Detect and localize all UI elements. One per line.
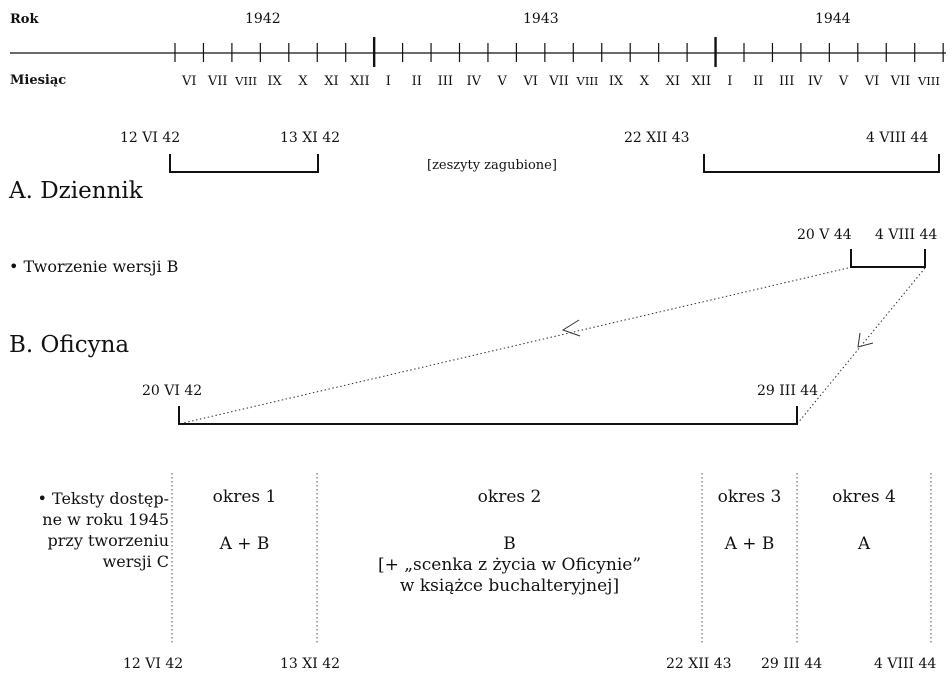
month-label: III — [438, 74, 453, 89]
boundary-date-5: 4 VIII 44 — [874, 656, 937, 672]
month-label: II — [753, 74, 763, 89]
period-4-title: okres 4 — [832, 487, 896, 507]
period-4-content: A — [797, 534, 931, 555]
period-2-content: B [+ „scenka z życia w Oficynie” w książ… — [317, 534, 702, 597]
period-1-content: A + B — [172, 534, 317, 555]
availability-label-line: przy tworzeniu — [47, 531, 169, 550]
year-1944: 1944 — [815, 11, 851, 27]
boundary-date-3: 22 XII 43 — [666, 656, 732, 672]
month-label: X — [640, 74, 650, 89]
boundary-date-4: 29 III 44 — [761, 656, 823, 672]
boundary-date-2: 13 XI 42 — [280, 656, 341, 672]
month-label: XI — [666, 74, 680, 89]
dziennik-range-1-bracket — [169, 154, 319, 173]
month-label: I — [727, 74, 732, 89]
period-1-title: okres 1 — [212, 487, 277, 507]
period-3-content: A + B — [702, 534, 797, 555]
dziennik-range-1-end: 13 XI 42 — [280, 130, 341, 146]
section-b-heading: B. Oficyna — [9, 332, 130, 358]
arrow-head-right — [857, 332, 874, 348]
month-label: VII — [890, 74, 911, 89]
month-label: VI — [181, 74, 197, 89]
year-1943: 1943 — [523, 11, 559, 27]
period-content-line: [+ „scenka z życia w Oficynie” — [377, 555, 642, 575]
month-label: V — [838, 74, 849, 89]
lost-notebooks-note: [zeszyty zagubione] — [427, 158, 557, 173]
oficyna-range-end: 29 III 44 — [757, 383, 819, 399]
month-label: XI — [324, 74, 338, 89]
month-label: II — [412, 74, 422, 89]
month-label: IV — [466, 74, 481, 89]
month-label: VIII — [576, 74, 599, 88]
month-label: VI — [864, 74, 880, 89]
availability-label-line: ne w roku 1945 — [42, 510, 169, 529]
period-3-title: okres 3 — [717, 487, 782, 507]
period-content-line: A + B — [219, 534, 270, 554]
month-label: IV — [808, 74, 823, 89]
dziennik-range-2-bracket — [703, 154, 940, 173]
month-label: V — [496, 74, 507, 89]
dziennik-range-1-start: 12 VI 42 — [120, 130, 181, 146]
month-label: XII — [350, 74, 370, 89]
year-axis-label: Rok — [10, 12, 39, 27]
creation-b-start: 20 V 44 — [797, 227, 852, 243]
period-content-line: B — [503, 534, 516, 554]
period-content-line: A — [857, 534, 871, 554]
oficyna-range-bracket — [178, 406, 798, 425]
year-1942: 1942 — [245, 11, 281, 27]
period-content-line: A + B — [724, 534, 775, 554]
month-label: I — [386, 74, 391, 89]
dziennik-range-2-start: 22 XII 43 — [624, 130, 690, 146]
month-label: XII — [692, 74, 712, 89]
month-label: IX — [609, 74, 624, 89]
month-label: VIII — [234, 74, 257, 88]
month-label: III — [779, 74, 794, 89]
month-label: VII — [207, 74, 228, 89]
creation-b-bracket — [850, 249, 926, 268]
creation-b-end: 4 VIII 44 — [875, 227, 938, 243]
oficyna-range-start: 20 VI 42 — [142, 383, 203, 399]
month-labels: VI VII VIII IX X XI XII I II III IV V VI VII VIII IX X XI… — [181, 74, 940, 89]
month-label: X — [298, 74, 308, 89]
arrow-to-range-start — [178, 267, 849, 425]
month-label: IX — [267, 74, 282, 89]
month-axis-label: Miesiąc — [10, 73, 67, 88]
availability-label-line: wersji C — [102, 552, 169, 571]
section-a-heading: A. Dziennik — [9, 178, 143, 204]
month-label: VIII — [917, 74, 940, 88]
arrow-head-left — [561, 319, 581, 337]
boundary-date-1: 12 VI 42 — [123, 656, 184, 672]
availability-label: • Teksty dostęp- ne w roku 1945 przy two… — [4, 488, 169, 572]
period-content-line: w książce buchalteryjnej] — [399, 576, 620, 596]
creation-b-label: • Tworzenie wersji B — [9, 257, 179, 276]
dziennik-range-2-end: 4 VIII 44 — [866, 130, 929, 146]
period-2-title: okres 2 — [477, 487, 542, 507]
availability-label-line: • Teksty dostęp- — [37, 489, 169, 508]
month-label: VI — [522, 74, 538, 89]
timeline-ticks — [174, 37, 944, 67]
month-label: VII — [548, 74, 569, 89]
